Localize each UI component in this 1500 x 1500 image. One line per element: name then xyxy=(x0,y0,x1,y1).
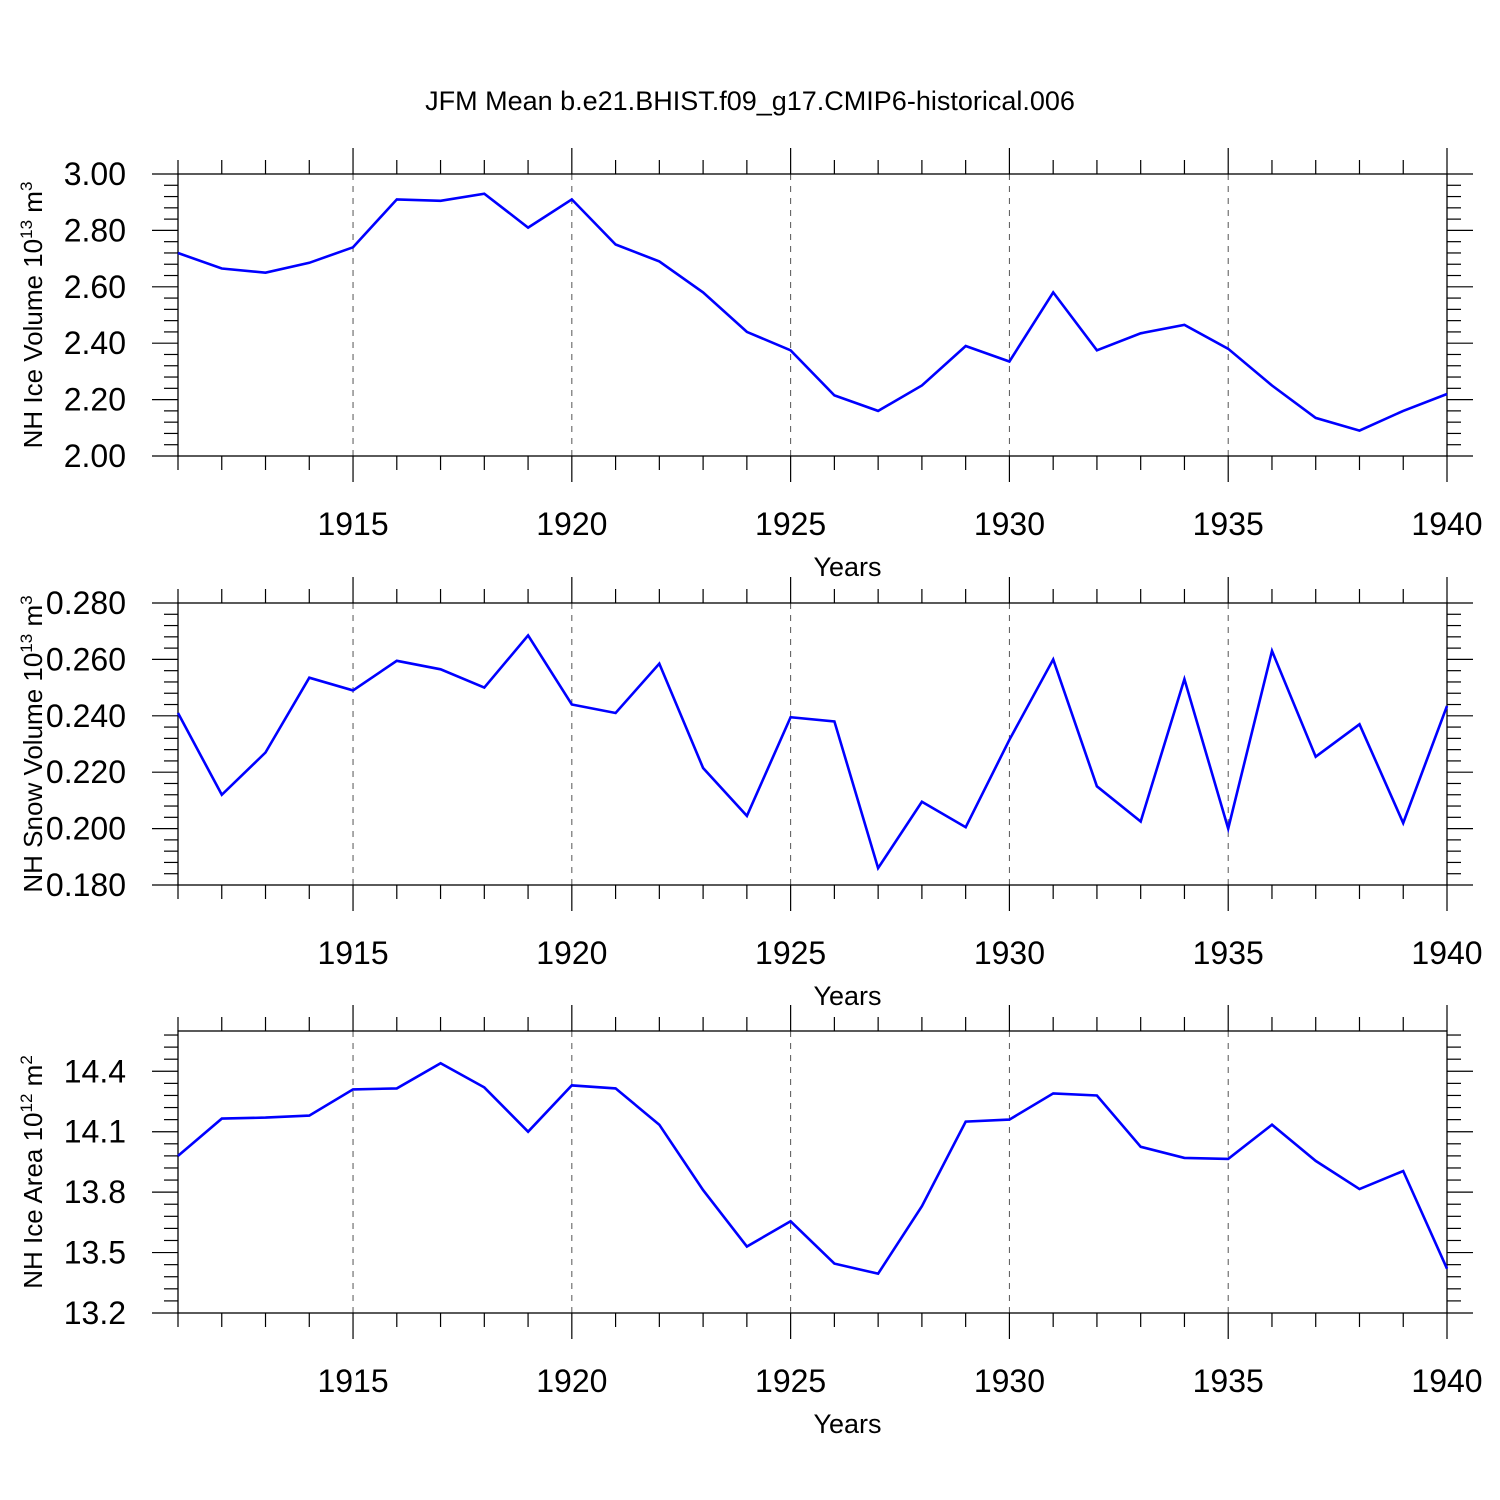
x-tick-label: 1930 xyxy=(974,1363,1045,1399)
plot-frame xyxy=(177,173,1448,457)
x-tick-label: 1930 xyxy=(974,506,1045,542)
x-tick-label: 1920 xyxy=(536,935,607,971)
y-axis-label-unit: m xyxy=(18,605,48,634)
y-axis-label-text: NH Ice Area 10 xyxy=(18,1112,48,1288)
x-tick-label: 1925 xyxy=(755,1363,826,1399)
x-tick-label: 1935 xyxy=(1193,506,1264,542)
chart-title: JFM Mean b.e21.BHIST.f09_g17.CMIP6-histo… xyxy=(425,86,1075,116)
x-tick-label: 1915 xyxy=(317,935,388,971)
y-tick-label: 3.00 xyxy=(64,156,126,192)
y-axis-label-unit: m xyxy=(18,1065,48,1094)
y-tick-label: 0.200 xyxy=(46,811,126,847)
panel-1: 2.00 2.20 2.40 2.60 2.80 3.00 1915 1920 1925 1930… xyxy=(17,148,1483,582)
x-axis-label: Years xyxy=(813,552,881,582)
y-tick-label: 2.00 xyxy=(64,438,126,474)
x-tick-label: 1920 xyxy=(536,1363,607,1399)
y-tick-label: 0.180 xyxy=(46,867,126,903)
y-tick-label: 2.20 xyxy=(64,382,126,418)
y-tick-label: 13.5 xyxy=(64,1235,126,1271)
x-tick-label: 1940 xyxy=(1411,935,1482,971)
y-axis-label-unit-exponent: 3 xyxy=(17,595,36,604)
x-axis-label: Years xyxy=(813,1409,881,1439)
x-tick-label: 1940 xyxy=(1411,506,1482,542)
x-tick-label: 1925 xyxy=(755,935,826,971)
x-tick-label: 1920 xyxy=(536,506,607,542)
y-tick-label: 0.240 xyxy=(46,698,126,734)
y-tick-label: 2.80 xyxy=(64,212,126,248)
y-tick-label: 13.8 xyxy=(64,1174,126,1210)
series-line xyxy=(177,192,1448,432)
panel-2: 0.180 0.200 0.220 0.240 0.260 0.280 1915 1920 19… xyxy=(17,577,1483,1011)
y-axis-label: NH Ice Area 1012 m2 xyxy=(17,1055,48,1289)
y-axis-label: NH Ice Volume 1013 m3 xyxy=(17,182,48,449)
plot-frame xyxy=(177,1030,1448,1314)
y-tick-label: 14.1 xyxy=(64,1114,126,1150)
x-tick-label: 1940 xyxy=(1411,1363,1482,1399)
y-axis-label-unit-exponent: 2 xyxy=(17,1055,36,1064)
panel-3: 13.2 13.5 13.8 14.1 14.4 1915 1920 1925 1930 1935… xyxy=(17,1005,1483,1439)
series-line xyxy=(177,1061,1449,1276)
y-tick-label: 13.2 xyxy=(64,1295,126,1331)
y-tick-label: 0.260 xyxy=(46,641,126,677)
panels: 2.00 2.20 2.40 2.60 2.80 3.00 1915 1920 1925 1930… xyxy=(17,148,1483,1439)
y-tick-label: 14.4 xyxy=(64,1053,126,1089)
x-axis-label: Years xyxy=(813,981,881,1011)
x-tick-label: 1925 xyxy=(755,506,826,542)
plot-frame xyxy=(177,602,1448,886)
y-axis-label-text: NH Snow Volume 10 xyxy=(18,653,48,893)
x-tick-label: 1915 xyxy=(317,506,388,542)
y-axis-label: NH Snow Volume 1013 m3 xyxy=(17,595,48,892)
x-tick-label: 1915 xyxy=(317,1363,388,1399)
y-tick-label: 0.220 xyxy=(46,754,126,790)
y-tick-label: 2.60 xyxy=(64,269,126,305)
y-axis-label-unit-exponent: 3 xyxy=(17,182,36,191)
y-tick-label: 2.40 xyxy=(64,325,126,361)
series-line xyxy=(176,633,1449,872)
x-tick-label: 1930 xyxy=(974,935,1045,971)
x-tick-label: 1935 xyxy=(1193,935,1264,971)
y-tick-label: 0.280 xyxy=(46,585,126,621)
x-tick-label: 1935 xyxy=(1193,1363,1264,1399)
y-axis-label-exponent: 13 xyxy=(17,220,36,239)
y-axis-label-unit: m xyxy=(18,191,48,220)
y-axis-label-exponent: 12 xyxy=(17,1094,36,1113)
y-axis-label-text: NH Ice Volume 10 xyxy=(18,239,48,449)
y-axis-label-exponent: 13 xyxy=(17,634,36,653)
